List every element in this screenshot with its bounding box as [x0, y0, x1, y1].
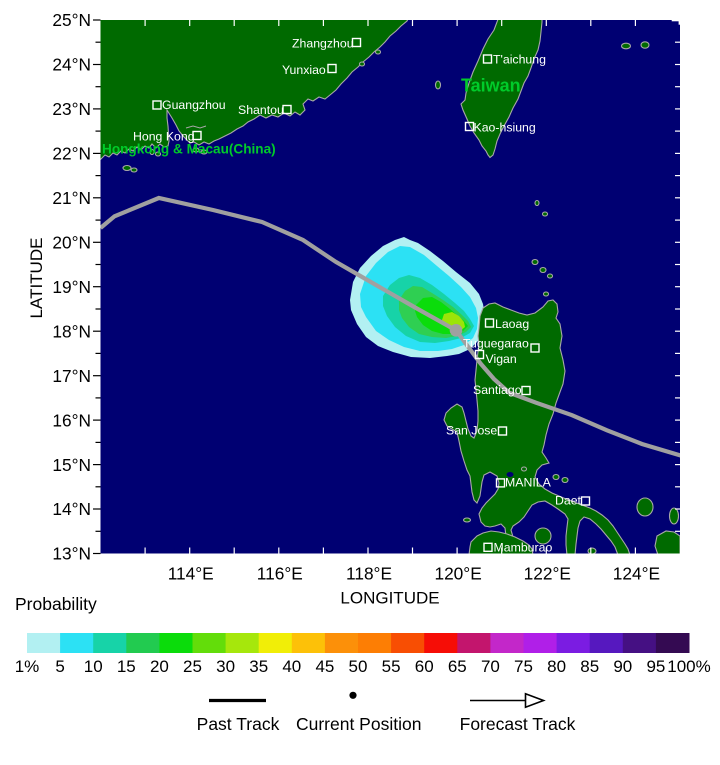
svg-text:20: 20: [150, 657, 169, 676]
svg-text:122°E: 122°E: [524, 563, 571, 583]
svg-text:55: 55: [382, 657, 401, 676]
svg-text:22°N: 22°N: [52, 144, 91, 164]
svg-text:18°N: 18°N: [52, 321, 91, 341]
svg-text:5: 5: [55, 657, 64, 676]
svg-text:60: 60: [415, 657, 434, 676]
svg-text:120°E: 120°E: [434, 563, 481, 583]
svg-text:15: 15: [117, 657, 136, 676]
svg-text:Mamburao: Mamburao: [494, 541, 553, 555]
svg-text:17°N: 17°N: [52, 366, 91, 386]
svg-text:70: 70: [481, 657, 500, 676]
svg-text:14°N: 14°N: [52, 499, 91, 519]
svg-text:90: 90: [613, 657, 632, 676]
svg-text:Past Track: Past Track: [197, 714, 280, 734]
svg-text:Vigan: Vigan: [486, 352, 517, 366]
svg-text:19°N: 19°N: [52, 277, 91, 297]
svg-text:25: 25: [183, 657, 202, 676]
svg-text:LONGITUDE: LONGITUDE: [340, 589, 439, 608]
svg-text:13°N: 13°N: [52, 544, 91, 564]
svg-text:Yunxiao: Yunxiao: [282, 63, 326, 77]
svg-text:T'aichung: T'aichung: [493, 53, 546, 67]
svg-text:15°N: 15°N: [52, 455, 91, 475]
svg-text:Hongkong & Macau(China): Hongkong & Macau(China): [102, 142, 276, 157]
svg-text:LATITUDE: LATITUDE: [27, 238, 46, 319]
svg-text:85: 85: [580, 657, 599, 676]
svg-text:100%: 100%: [667, 657, 710, 676]
svg-text:24°N: 24°N: [52, 55, 91, 75]
svg-text:Santiago: Santiago: [473, 383, 522, 397]
svg-text:30: 30: [216, 657, 235, 676]
svg-text:75: 75: [514, 657, 533, 676]
svg-text:Zhangzhou: Zhangzhou: [292, 37, 354, 51]
svg-text:65: 65: [448, 657, 467, 676]
svg-text:23°N: 23°N: [52, 99, 91, 119]
svg-text:Guangzhou: Guangzhou: [162, 98, 226, 112]
svg-text:10: 10: [84, 657, 103, 676]
svg-text:116°E: 116°E: [257, 563, 303, 583]
svg-text:16°N: 16°N: [52, 410, 91, 430]
svg-text:95: 95: [646, 657, 665, 676]
svg-text:Forecast Track: Forecast Track: [460, 714, 576, 734]
svg-text:Kao-hsiung: Kao-hsiung: [474, 120, 536, 134]
svg-text:50: 50: [349, 657, 368, 676]
svg-text:40: 40: [282, 657, 301, 676]
svg-text:Probability: Probability: [15, 594, 97, 614]
svg-text:Daet: Daet: [555, 494, 582, 508]
svg-text:Shantou: Shantou: [238, 103, 284, 117]
svg-text:1%: 1%: [15, 657, 40, 676]
svg-text:20°N: 20°N: [52, 233, 91, 253]
svg-text:25°N: 25°N: [52, 10, 91, 30]
svg-text:MANILA: MANILA: [505, 476, 552, 490]
svg-text:35: 35: [249, 657, 268, 676]
svg-text:80: 80: [547, 657, 566, 676]
svg-text:Tuguegarao: Tuguegarao: [463, 337, 529, 351]
svg-text:45: 45: [315, 657, 334, 676]
svg-text:21°N: 21°N: [52, 188, 91, 208]
svg-text:San Jose: San Jose: [446, 424, 497, 438]
svg-text:Taiwan: Taiwan: [461, 76, 521, 96]
svg-text:118°E: 118°E: [346, 563, 392, 583]
svg-text:Laoag: Laoag: [495, 317, 529, 331]
svg-text:114°E: 114°E: [168, 563, 214, 583]
svg-text:Hong Kong: Hong Kong: [133, 130, 195, 144]
svg-text:124°E: 124°E: [613, 563, 660, 583]
svg-text:Current Position: Current Position: [296, 714, 421, 734]
